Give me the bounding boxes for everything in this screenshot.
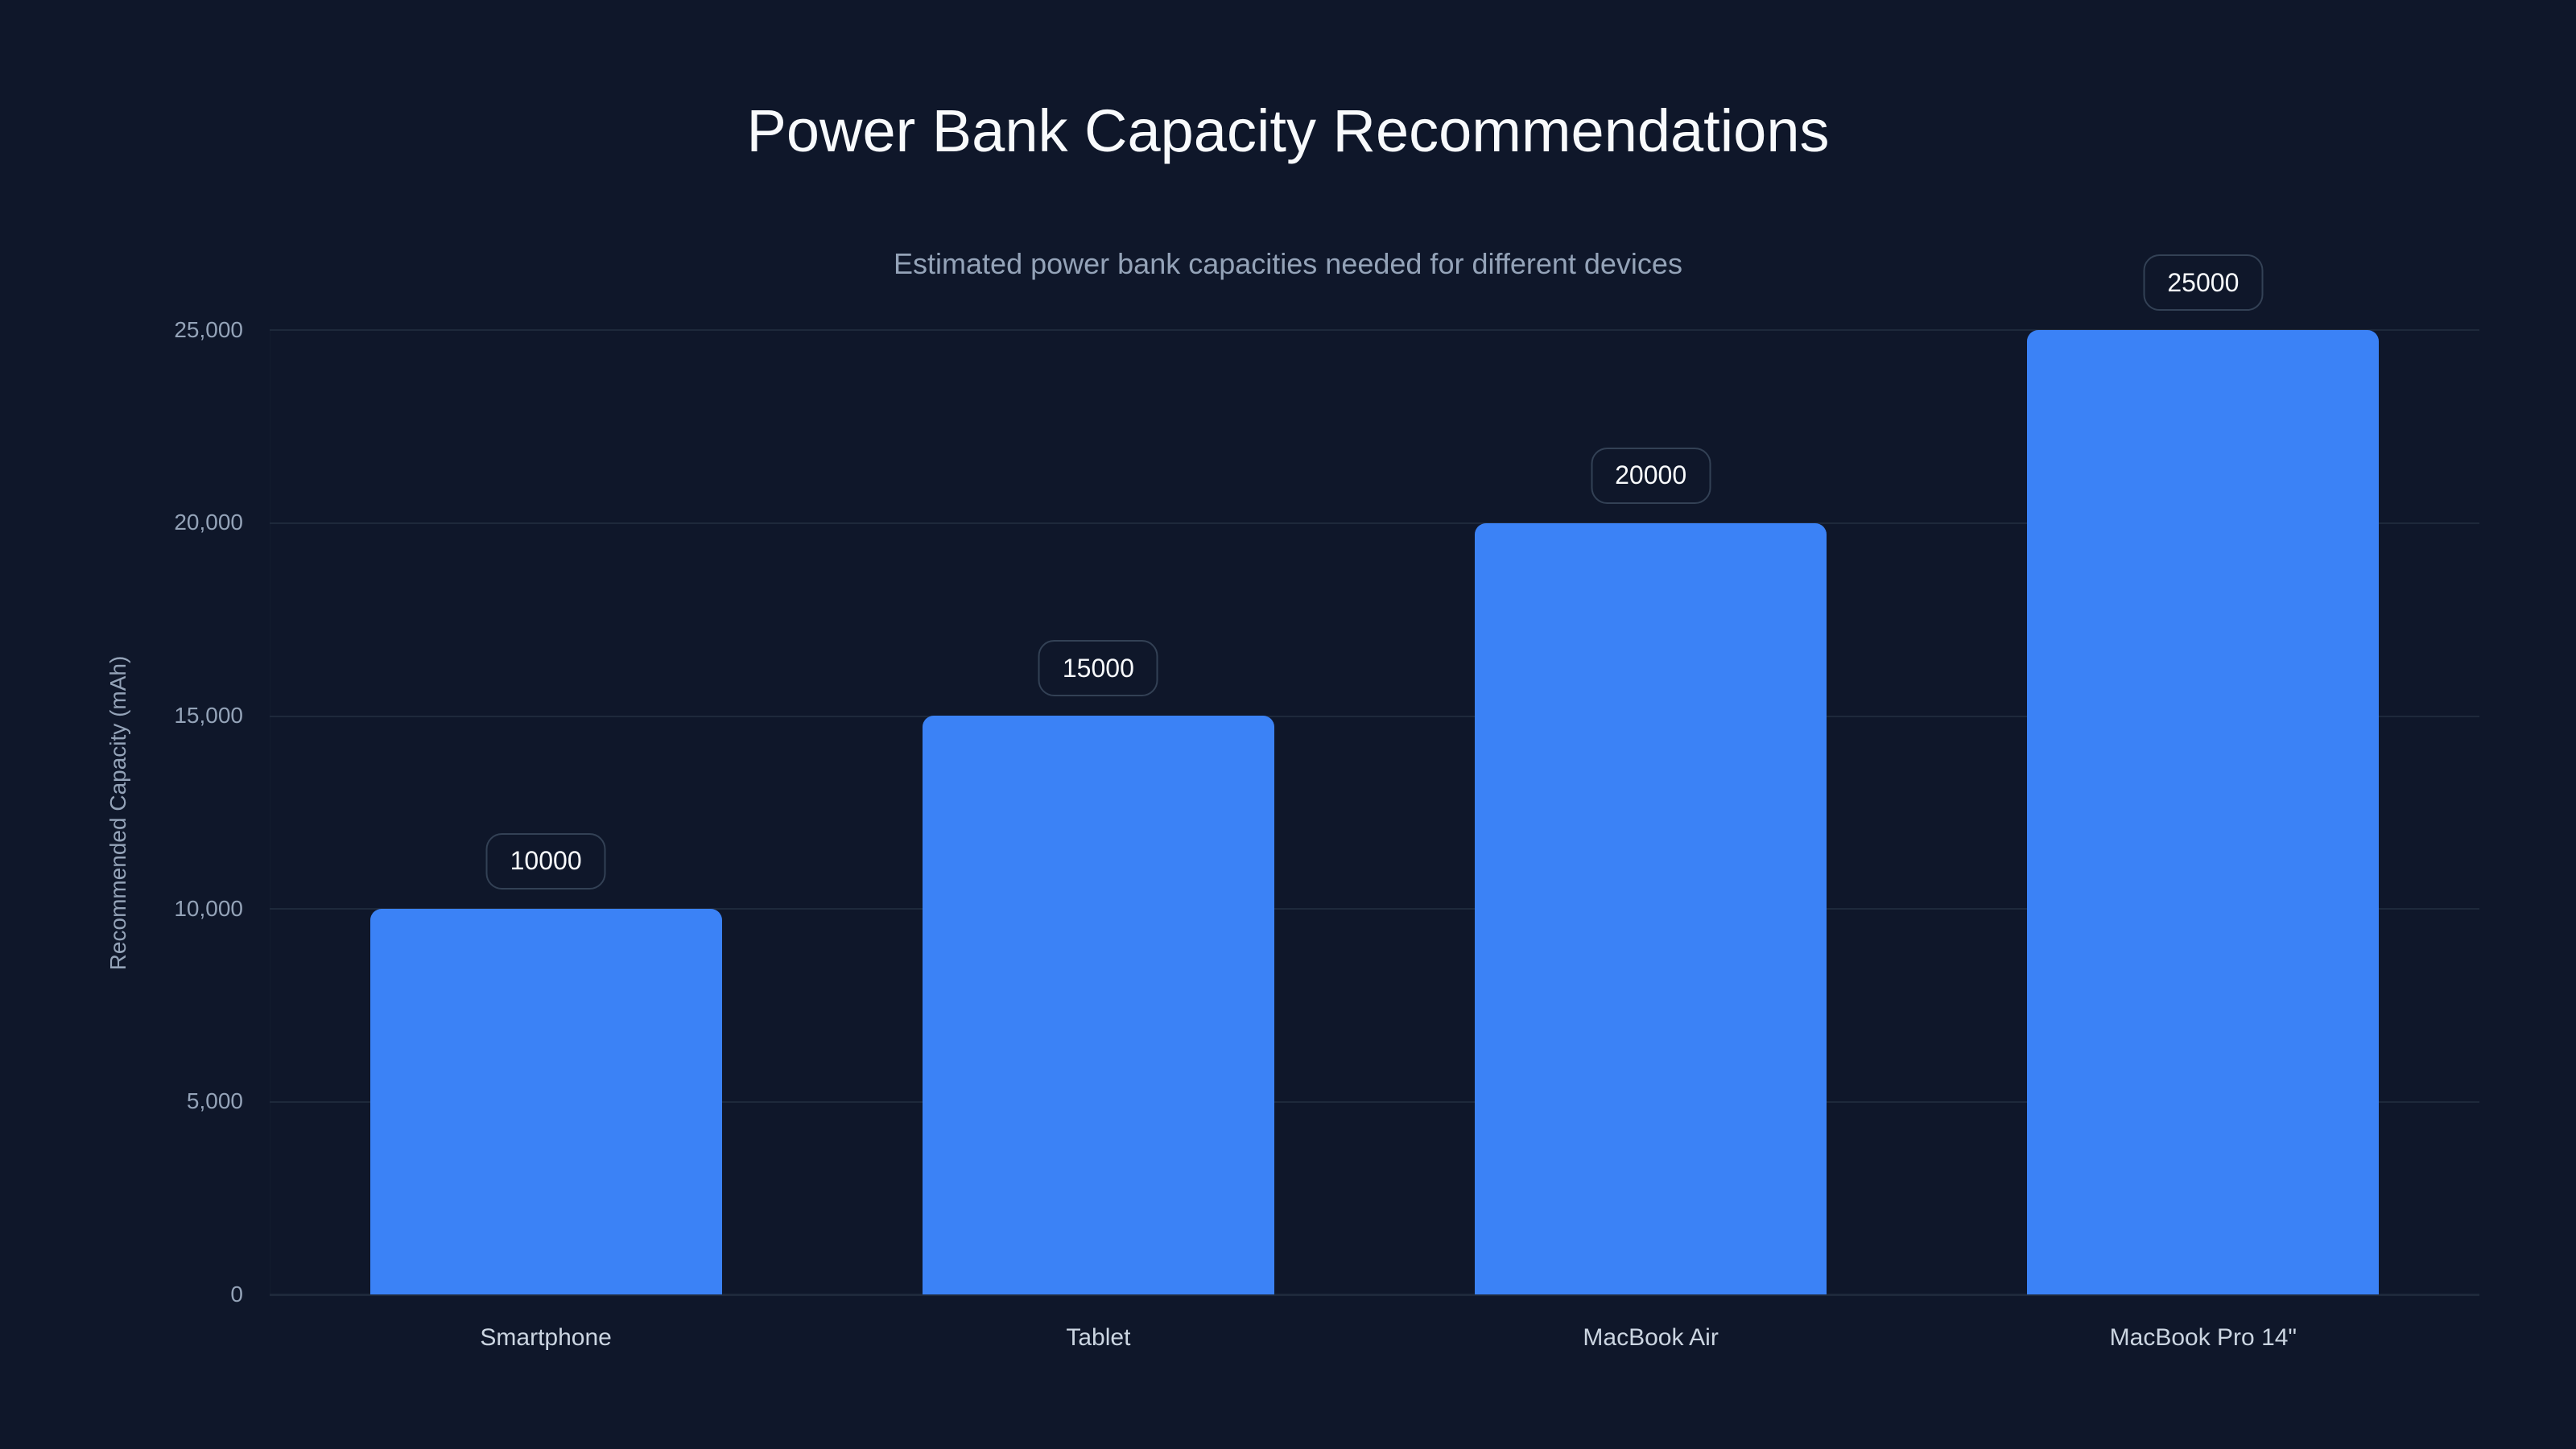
y-tick-10000: 10,000 — [174, 896, 243, 921]
y-tick-0: 0 — [230, 1282, 243, 1307]
value-label: 10000 — [485, 832, 606, 890]
x-tick-label: Smartphone — [480, 1324, 612, 1351]
chart-title: Power Bank Capacity Recommendations — [746, 97, 1830, 164]
bar-macbook-pro-14[interactable] — [2027, 330, 2380, 1294]
gridline-20000 — [270, 522, 2479, 524]
value-label: 25000 — [2143, 254, 2264, 311]
y-axis-title: Recommended Capacity (mAh) — [105, 655, 130, 971]
gridline-5000 — [270, 1101, 2479, 1103]
gridline-10000 — [270, 908, 2479, 910]
bar-tablet[interactable] — [922, 716, 1274, 1294]
x-tick-label: MacBook Air — [1583, 1324, 1719, 1351]
y-tick-25000: 25,000 — [174, 317, 243, 342]
y-tick-15000: 15,000 — [174, 703, 243, 728]
gridline-25000 — [270, 329, 2479, 331]
x-tick-label: MacBook Pro 14" — [2109, 1324, 2297, 1351]
x-axis-baseline — [270, 1294, 2479, 1296]
x-tick-label: Tablet — [1066, 1324, 1131, 1351]
y-tick-20000: 20,000 — [174, 510, 243, 535]
gridline-15000 — [270, 716, 2479, 717]
plot-area — [270, 329, 2479, 1296]
value-label: 15000 — [1038, 640, 1158, 697]
bar-macbook-air[interactable] — [1475, 522, 1827, 1294]
value-label: 20000 — [1591, 447, 1711, 504]
bar-smartphone[interactable] — [369, 908, 722, 1294]
y-tick-5000: 5,000 — [186, 1088, 243, 1113]
chart-subtitle: Estimated power bank capacities needed f… — [894, 247, 1682, 280]
